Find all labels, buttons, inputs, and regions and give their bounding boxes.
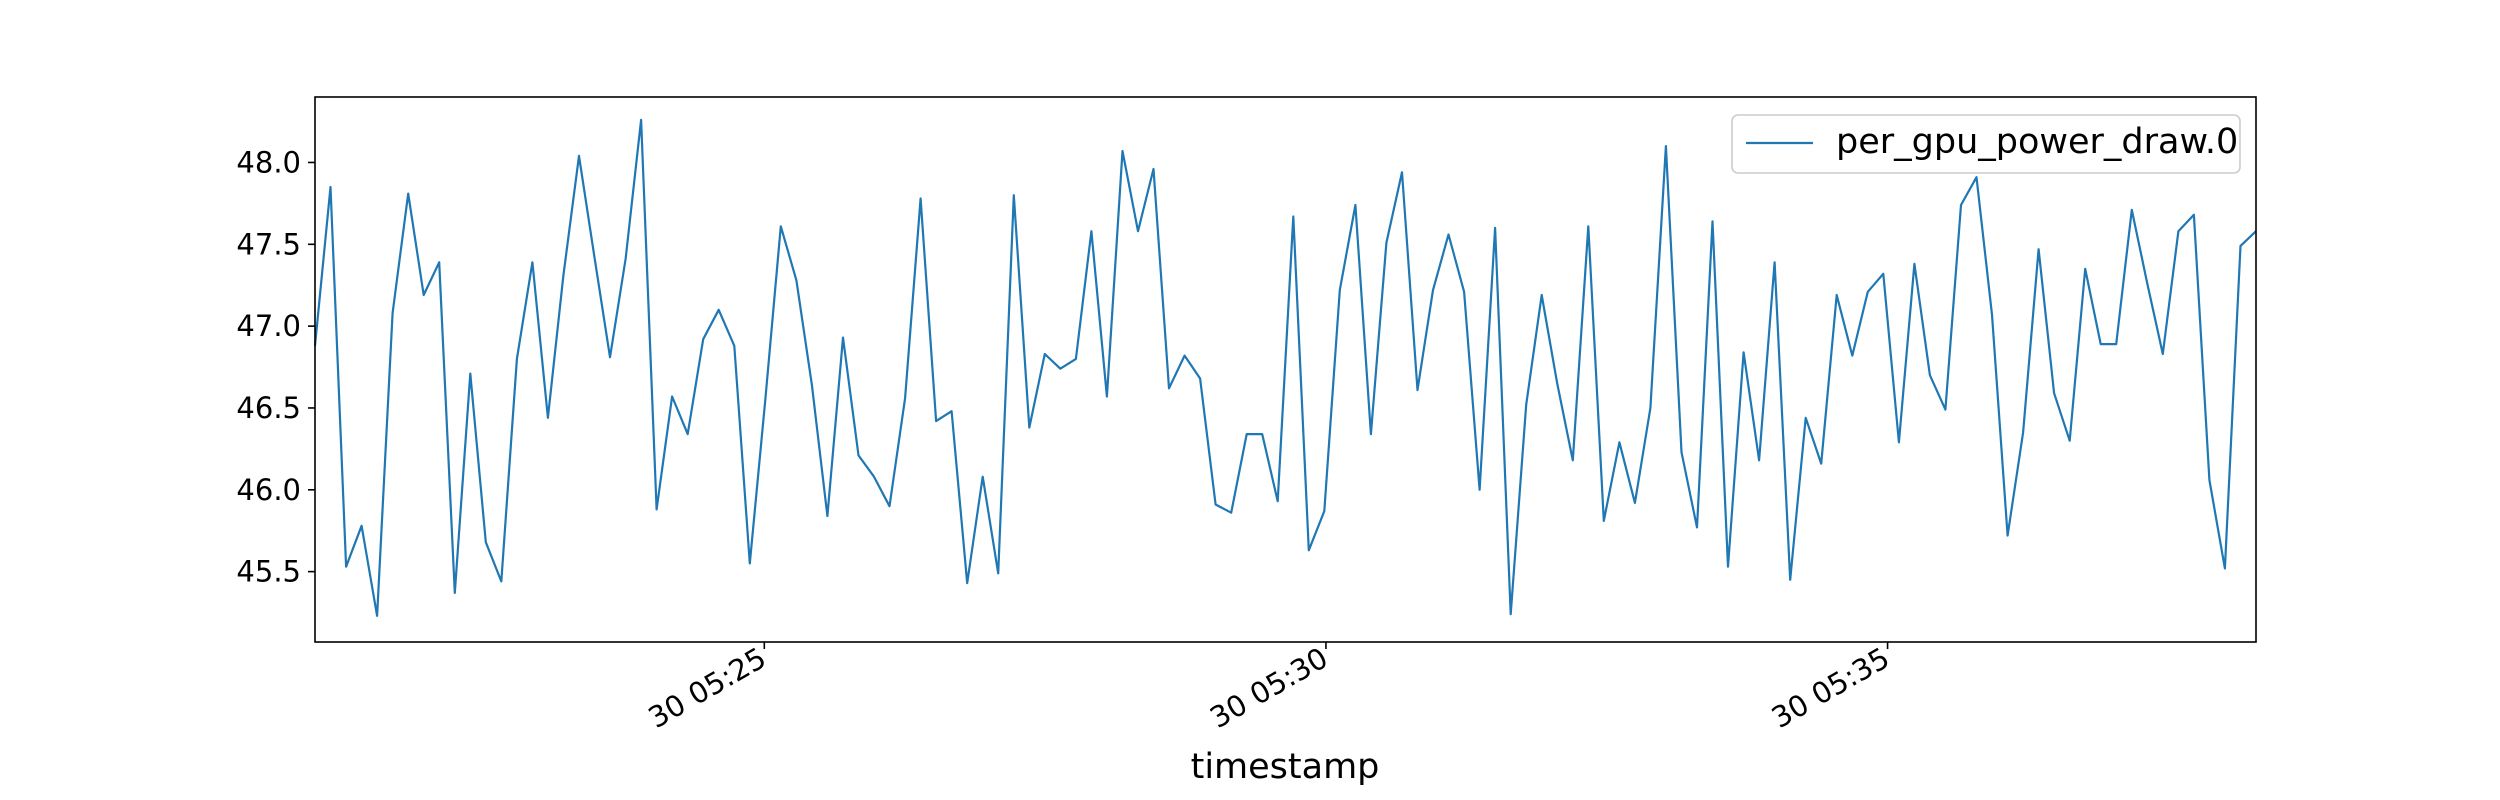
y-tick-label: 47.0 <box>236 309 301 343</box>
y-tick-label: 46.0 <box>236 473 301 507</box>
y-tick-label: 45.5 <box>236 555 301 589</box>
x-axis-label: timestamp <box>1191 747 1380 787</box>
y-tick-label: 47.5 <box>236 227 301 261</box>
x-tick-label: 30 05:30 <box>1204 641 1333 735</box>
x-tick-label: 30 05:25 <box>642 641 771 735</box>
x-tick-label: 30 05:35 <box>1766 641 1895 735</box>
plot-frame <box>314 96 2257 643</box>
series-layer <box>313 118 2257 617</box>
series-line <box>313 118 2257 617</box>
legend-entry: per_gpu_power_draw.0 <box>1836 122 2238 162</box>
legend: per_gpu_power_draw.0 <box>1731 114 2241 174</box>
y-tick-label: 46.5 <box>236 391 301 425</box>
y-axis: 45.5 46.0 46.5 47.0 47.5 48.0 <box>236 145 315 589</box>
y-tick-label: 48.0 <box>236 145 301 179</box>
legend-box <box>1731 114 2241 174</box>
x-axis: 30 05:25 30 05:30 30 05:35 <box>642 641 1895 735</box>
